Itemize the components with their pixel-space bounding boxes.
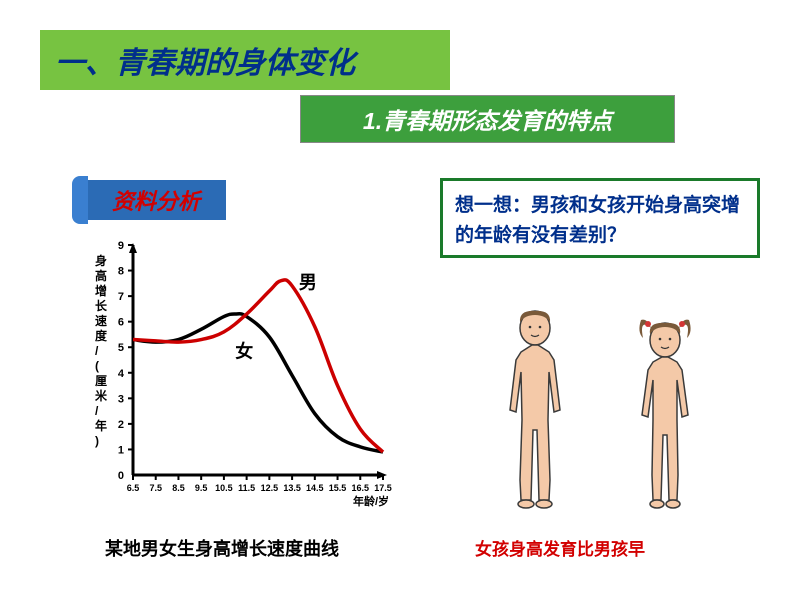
height-growth-chart: 1 2 3 4 5 6 7 8 9 06.5 7.5 8.5 9.5 10.5 11.5 12.5 13.5 14… xyxy=(75,235,395,510)
svg-text:9: 9 xyxy=(118,240,124,252)
svg-text:男: 男 xyxy=(299,272,317,292)
svg-text:年龄/岁: 年龄/岁 xyxy=(353,494,389,508)
svg-text:(: ( xyxy=(95,359,99,373)
svg-text:速: 速 xyxy=(95,313,107,328)
main-title: 一、青春期的身体变化 xyxy=(55,38,355,82)
svg-text:增: 增 xyxy=(95,283,107,298)
svg-text:2: 2 xyxy=(118,419,124,431)
svg-text:长: 长 xyxy=(95,298,108,313)
svg-text:度: 度 xyxy=(95,328,108,343)
question-box: 想一想：男孩和女孩开始身高突增的年龄有没有差别？ xyxy=(440,178,760,258)
data-analysis-label: 资料分析 xyxy=(86,180,226,220)
svg-text:16.5: 16.5 xyxy=(352,483,370,493)
svg-text:身: 身 xyxy=(95,253,107,268)
svg-text:6.5: 6.5 xyxy=(127,483,140,493)
svg-text:15.5: 15.5 xyxy=(329,483,347,493)
svg-text:4: 4 xyxy=(118,368,125,380)
svg-text:10.5: 10.5 xyxy=(215,483,233,493)
svg-text:12.5: 12.5 xyxy=(261,483,279,493)
svg-text:7.5: 7.5 xyxy=(149,483,162,493)
svg-text:厘: 厘 xyxy=(95,373,107,388)
main-title-box: 一、青春期的身体变化 xyxy=(40,30,450,90)
svg-text:米: 米 xyxy=(95,388,108,403)
svg-text:0: 0 xyxy=(118,470,124,482)
svg-text:7: 7 xyxy=(118,291,124,303)
svg-text:8.5: 8.5 xyxy=(172,483,185,493)
body-figures xyxy=(465,300,745,515)
svg-text:11.5: 11.5 xyxy=(238,483,255,493)
svg-text:年: 年 xyxy=(95,418,107,433)
girl-figure xyxy=(639,320,690,508)
svg-text:8: 8 xyxy=(118,266,124,278)
svg-text:3: 3 xyxy=(118,393,124,405)
svg-text:5: 5 xyxy=(118,342,124,354)
boy-figure xyxy=(510,311,560,508)
subtitle-box: 1.青春期形态发育的特点 xyxy=(300,95,675,143)
svg-text:): ) xyxy=(95,434,99,448)
svg-text:14.5: 14.5 xyxy=(306,483,324,493)
svg-text:女: 女 xyxy=(235,340,253,361)
svg-text:/: / xyxy=(95,404,99,418)
svg-text:6: 6 xyxy=(118,317,124,329)
svg-text:高: 高 xyxy=(95,268,107,283)
data-label-text: 资料分析 xyxy=(112,184,200,216)
svg-text:/: / xyxy=(95,344,99,358)
svg-text:17.5: 17.5 xyxy=(374,483,392,493)
subtitle: 1.青春期形态发育的特点 xyxy=(363,102,612,136)
svg-text:1: 1 xyxy=(118,444,124,456)
svg-text:9.5: 9.5 xyxy=(195,483,208,493)
answer-caption: 女孩身高发育比男孩早 xyxy=(475,535,645,560)
chart-caption: 某地男女生身高增长速度曲线 xyxy=(105,535,339,561)
svg-text:13.5: 13.5 xyxy=(283,483,301,493)
question-text: 想一想：男孩和女孩开始身高突增的年龄有没有差别？ xyxy=(455,195,740,246)
